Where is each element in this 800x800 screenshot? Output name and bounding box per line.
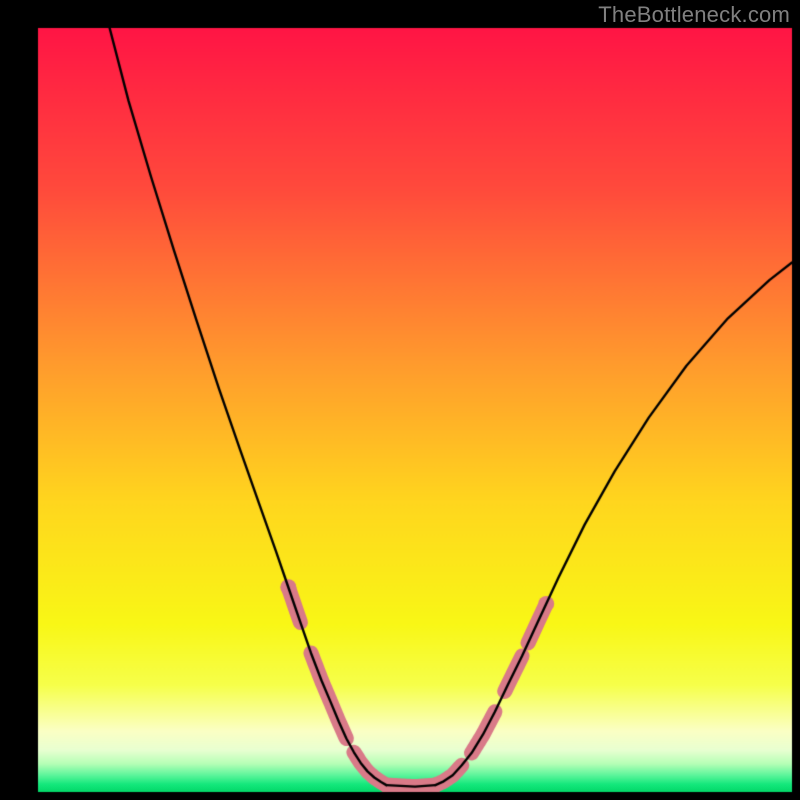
watermark-text: TheBottleneck.com: [598, 2, 790, 28]
chart-container: TheBottleneck.com: [0, 0, 800, 800]
bottleneck-chart-canvas: [0, 0, 800, 800]
